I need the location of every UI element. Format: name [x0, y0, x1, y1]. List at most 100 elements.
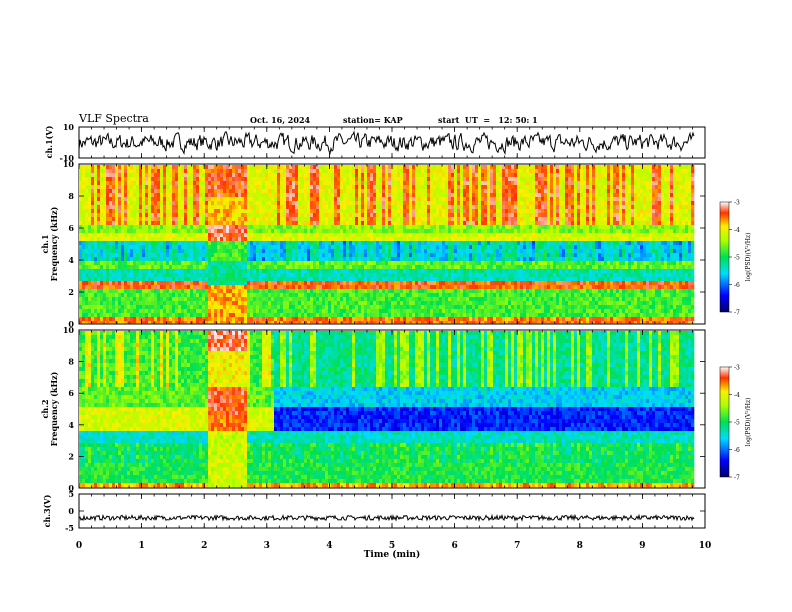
spectrogram-cell: [94, 213, 98, 218]
spectrogram-cell: [352, 293, 356, 298]
spectrogram-cell: [85, 225, 89, 230]
spectrogram-cell: [94, 225, 98, 230]
spectrogram-cell: [220, 297, 224, 302]
spectrogram-cell: [175, 273, 179, 278]
spectrogram-cell: [229, 245, 233, 250]
spectrogram-cell: [262, 213, 266, 218]
spectrogram-cell: [286, 297, 290, 302]
spectrogram-cell: [268, 293, 272, 298]
spectrogram-cell: [436, 165, 440, 170]
spectrogram-cell: [385, 245, 389, 250]
spectrogram-cell: [397, 293, 401, 298]
spectrogram-cell: [343, 301, 347, 306]
spectrogram-cell: [433, 201, 437, 206]
spectrogram-cell: [325, 165, 329, 170]
spectrogram-cell: [226, 197, 230, 202]
spectrogram-cell: [169, 289, 173, 294]
spectrogram-cell: [352, 185, 356, 190]
spectrogram-cell: [316, 221, 320, 226]
spectrogram-cell: [241, 273, 245, 278]
spectrogram-cell: [304, 281, 308, 286]
spectrogram-cell: [238, 273, 242, 278]
spectrogram-cell: [259, 249, 263, 254]
spectrogram-cell: [199, 273, 203, 278]
spectrogram-cell: [247, 249, 251, 254]
spectrogram-cell: [256, 321, 260, 324]
spectrogram-cell: [355, 301, 359, 306]
spectrogram-cell: [139, 213, 143, 218]
spectrogram-cell: [328, 209, 332, 214]
spectrogram-cell: [427, 213, 431, 218]
spectrogram-cell: [442, 269, 446, 274]
spectrogram-cell: [337, 285, 341, 290]
spectrogram-cell: [100, 165, 104, 170]
spectrogram-cell: [277, 233, 281, 238]
spectrogram-cell: [337, 197, 341, 202]
spectrogram-cell: [385, 177, 389, 182]
spectrogram-cell: [229, 265, 233, 270]
spectrogram-cell: [229, 205, 233, 210]
spectrogram-cell: [115, 253, 119, 258]
spectrogram-cell: [385, 205, 389, 210]
spectrogram-cell: [262, 169, 266, 174]
spectrogram-cell: [325, 305, 329, 310]
spectrogram-cell: [361, 241, 365, 246]
spectrogram-cell: [205, 165, 209, 170]
spectrogram-cell: [163, 193, 167, 198]
spectrogram-cell: [301, 209, 305, 214]
spectrogram-cell: [304, 229, 308, 234]
spectrogram-cell: [367, 317, 371, 322]
spectrogram-cell: [229, 201, 233, 206]
spectrogram-cell: [406, 217, 410, 222]
spectrogram-cell: [334, 249, 338, 254]
spectrogram-cell: [193, 289, 197, 294]
spectrogram-cell: [151, 245, 155, 250]
spectrogram-cell: [334, 253, 338, 258]
spectrogram-cell: [118, 217, 122, 222]
spectrogram-cell: [127, 237, 131, 242]
spectrogram-cell: [202, 265, 206, 270]
spectrogram-cell: [91, 309, 95, 314]
spectrogram-cell: [151, 241, 155, 246]
spectrogram-cell: [421, 301, 425, 306]
spectrogram-cell: [430, 309, 434, 314]
spectrogram-cell: [160, 173, 164, 178]
spectrogram-cell: [175, 257, 179, 262]
spectrogram-cell: [349, 177, 353, 182]
spectrogram-cell: [397, 313, 401, 318]
spectrogram-cell: [355, 265, 359, 270]
spectrogram-cell: [106, 269, 110, 274]
spectrogram-cell: [322, 233, 326, 238]
spectrogram-cell: [85, 269, 89, 274]
spectrogram-cell: [394, 237, 398, 242]
spectrogram-cell: [274, 301, 278, 306]
spectrogram-cell: [352, 229, 356, 234]
spectrogram-cell: [331, 173, 335, 178]
spectrogram-cell: [352, 181, 356, 186]
spectrogram-cell: [406, 241, 410, 246]
spectrogram-cell: [97, 273, 101, 278]
spectrogram-cell: [289, 177, 293, 182]
spectrogram-cell: [439, 273, 443, 278]
spectrogram-cell: [325, 289, 329, 294]
spectrogram-cell: [433, 241, 437, 246]
spectrogram-cell: [328, 217, 332, 222]
spectrogram-cell: [196, 197, 200, 202]
spectrogram-cell: [229, 305, 233, 310]
spectrogram-cell: [133, 245, 137, 250]
spectrogram-cell: [187, 277, 191, 282]
spectrogram-cell: [232, 305, 236, 310]
spectrogram-cell: [106, 217, 110, 222]
spectrogram-cell: [136, 165, 140, 170]
spectrogram-cell: [340, 209, 344, 214]
spectrogram-cell: [256, 177, 260, 182]
spectrogram-cell: [409, 257, 413, 262]
spectrogram-cell: [139, 201, 143, 206]
spectrogram-cell: [448, 309, 452, 314]
spectrogram-cell: [250, 281, 254, 286]
spectrogram-cell: [268, 225, 272, 230]
spectrogram-cell: [244, 285, 248, 290]
spectrogram-cell: [385, 297, 389, 302]
spectrogram-cell: [292, 253, 296, 258]
spectrogram-cell: [331, 221, 335, 226]
